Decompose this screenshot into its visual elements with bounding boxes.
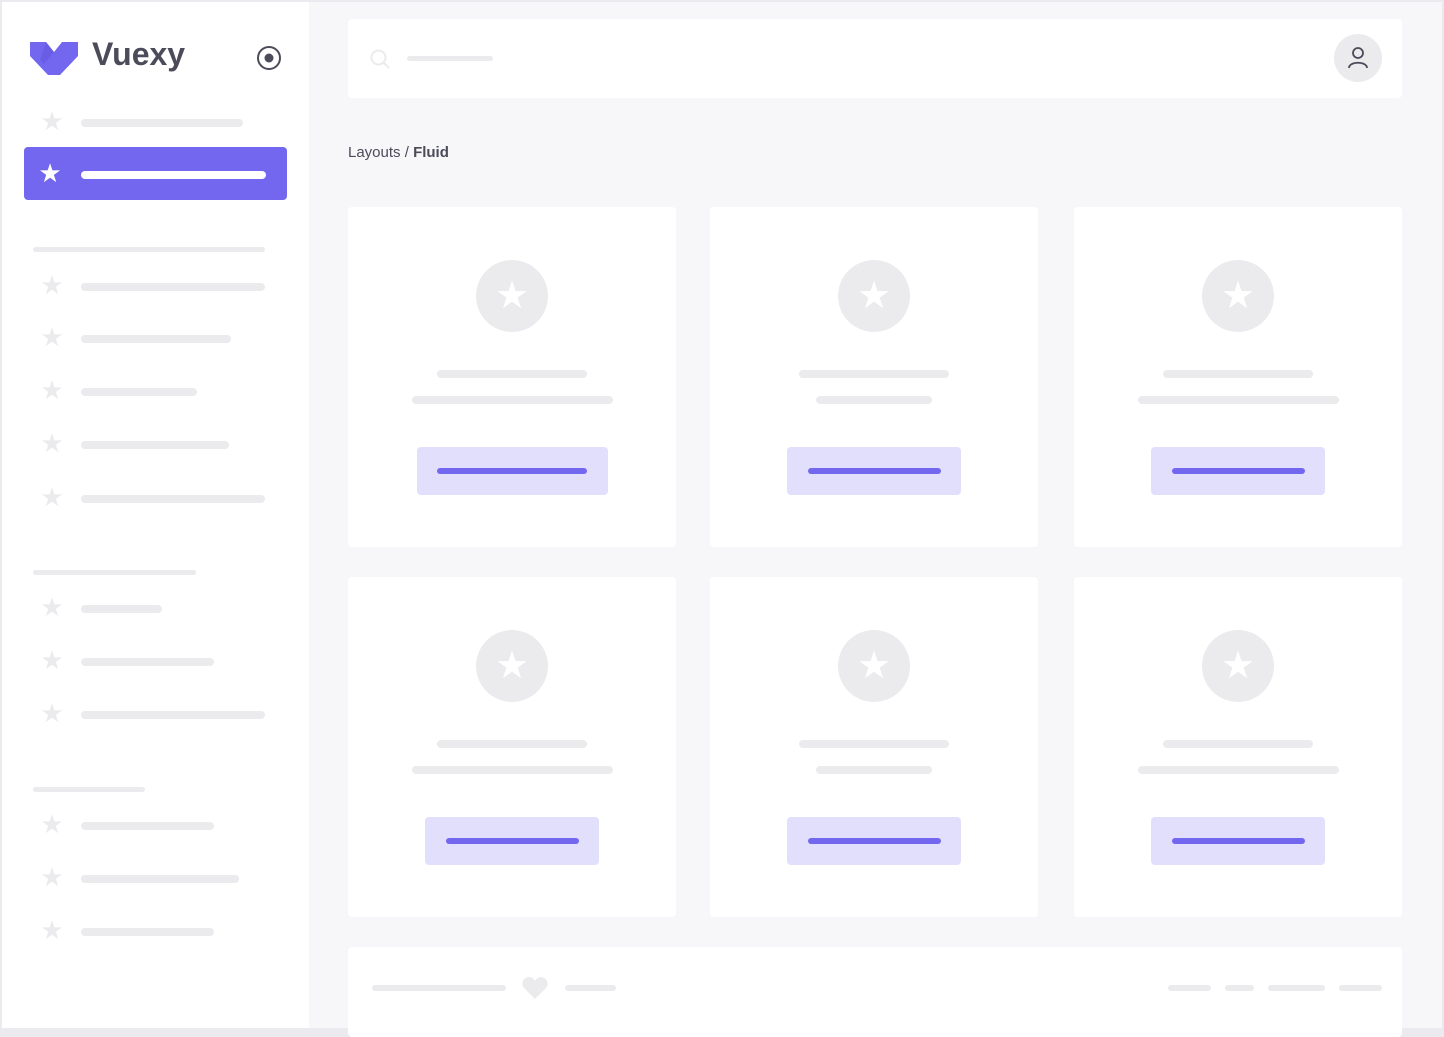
breadcrumb-current: Fluid	[413, 144, 449, 161]
sidebar-item[interactable]: ★	[32, 590, 282, 628]
sidebar-item[interactable]: ★	[32, 913, 282, 951]
card: ★	[710, 577, 1038, 917]
sidebar-item-label-placeholder	[81, 605, 162, 613]
star-icon: ★	[476, 630, 548, 702]
star-icon: ★	[40, 592, 64, 622]
star-icon: ★	[40, 698, 64, 728]
sidebar-item-label-placeholder	[81, 388, 197, 396]
sidebar-section-header-placeholder	[33, 787, 145, 792]
card-button[interactable]	[416, 447, 608, 495]
sidebar-item-label-placeholder	[81, 119, 243, 127]
sidebar-item[interactable]: ★	[32, 480, 282, 518]
card-text-placeholder	[411, 396, 613, 404]
star-icon: ★	[40, 270, 64, 300]
sidebar-section-header-placeholder	[33, 247, 265, 252]
card: ★	[348, 207, 676, 547]
vuexy-logo-icon	[30, 42, 78, 75]
card-title-placeholder	[1163, 370, 1313, 378]
card-title-placeholder	[437, 370, 587, 378]
user-avatar[interactable]	[1334, 34, 1382, 82]
footer-text-placeholder	[372, 985, 506, 991]
card: ★	[1074, 577, 1402, 917]
sidebar-item-label-placeholder	[81, 711, 265, 719]
sidebar-item[interactable]: ★	[32, 860, 282, 898]
heart-icon	[522, 977, 548, 999]
star-icon: ★	[40, 862, 64, 892]
card-title-placeholder	[1163, 740, 1313, 748]
sidebar-item-label-placeholder	[81, 171, 266, 179]
sidebar-item-label-placeholder	[81, 335, 231, 343]
breadcrumb-parent[interactable]: Layouts	[348, 144, 401, 161]
card-button[interactable]	[787, 817, 961, 865]
search-icon[interactable]	[370, 49, 390, 69]
star-icon: ★	[40, 428, 64, 458]
card-button-label-placeholder	[445, 838, 579, 844]
sidebar-section-header-placeholder	[33, 570, 196, 575]
star-icon: ★	[40, 645, 64, 675]
brand-name: Vuexy	[92, 36, 186, 72]
sidebar-item-label-placeholder	[81, 283, 265, 291]
card-button-label-placeholder	[807, 838, 941, 844]
star-icon: ★	[40, 106, 64, 136]
sidebar-item-label-placeholder	[81, 822, 214, 830]
search-input-placeholder[interactable]	[407, 56, 493, 61]
card-button-label-placeholder	[1171, 468, 1305, 474]
card-text-placeholder	[816, 396, 932, 404]
card-button-label-placeholder	[1171, 838, 1305, 844]
card-button-label-placeholder	[807, 468, 941, 474]
star-icon: ★	[1202, 260, 1274, 332]
star-icon: ★	[838, 630, 910, 702]
card-button[interactable]	[787, 447, 961, 495]
sidebar-item[interactable]: ★	[32, 807, 282, 845]
star-icon: ★	[40, 482, 64, 512]
footer-link-placeholder[interactable]	[1168, 985, 1211, 991]
card: ★	[348, 577, 676, 917]
sidebar-item-label-placeholder	[81, 928, 214, 936]
star-icon: ★	[838, 260, 910, 332]
sidebar-item[interactable]: ★	[32, 104, 282, 142]
breadcrumb: Layouts / Fluid	[348, 144, 449, 161]
star-icon: ★	[40, 915, 64, 945]
sidebar-item[interactable]: ★	[32, 643, 282, 681]
sidebar-item-active[interactable]: ★	[24, 147, 287, 200]
card-button[interactable]	[1151, 817, 1325, 865]
sidebar-item-label-placeholder	[81, 495, 265, 503]
star-icon: ★	[40, 375, 64, 405]
top-navbar	[348, 19, 1402, 98]
sidebar-item[interactable]: ★	[32, 268, 282, 306]
footer	[348, 947, 1402, 1037]
sidebar-item[interactable]: ★	[32, 426, 282, 464]
card-title-placeholder	[799, 370, 949, 378]
sidebar-item[interactable]: ★	[32, 373, 282, 411]
card-button[interactable]	[425, 817, 599, 865]
footer-link-placeholder[interactable]	[1268, 985, 1325, 991]
card-button-label-placeholder	[437, 468, 587, 474]
card-button[interactable]	[1151, 447, 1325, 495]
card-text-placeholder	[1137, 766, 1339, 774]
card: ★	[1074, 207, 1402, 547]
footer-text-placeholder	[565, 985, 616, 991]
sidebar-item-label-placeholder	[81, 875, 239, 883]
star-icon: ★	[40, 322, 64, 352]
star-icon: ★	[1202, 630, 1274, 702]
card-text-placeholder	[411, 766, 613, 774]
card-title-placeholder	[799, 740, 949, 748]
star-icon: ★	[40, 809, 64, 839]
sidebar-item[interactable]: ★	[32, 320, 282, 358]
card-text-placeholder	[1137, 396, 1339, 404]
footer-link-placeholder[interactable]	[1225, 985, 1254, 991]
sidebar-item-label-placeholder	[81, 658, 214, 666]
card-text-placeholder	[816, 766, 932, 774]
user-icon	[1348, 47, 1368, 69]
footer-link-placeholder[interactable]	[1339, 985, 1382, 991]
star-icon: ★	[38, 158, 62, 188]
radio-target-icon[interactable]	[256, 45, 282, 71]
star-icon: ★	[476, 260, 548, 332]
breadcrumb-separator: /	[400, 144, 414, 161]
sidebar: Vuexy ★ ★ ★ ★ ★ ★ ★ ★ ★ ★ ★ ★ ★	[2, 2, 309, 1028]
sidebar-item-label-placeholder	[81, 441, 229, 449]
card: ★	[710, 207, 1038, 547]
card-title-placeholder	[437, 740, 587, 748]
sidebar-item[interactable]: ★	[32, 696, 282, 734]
